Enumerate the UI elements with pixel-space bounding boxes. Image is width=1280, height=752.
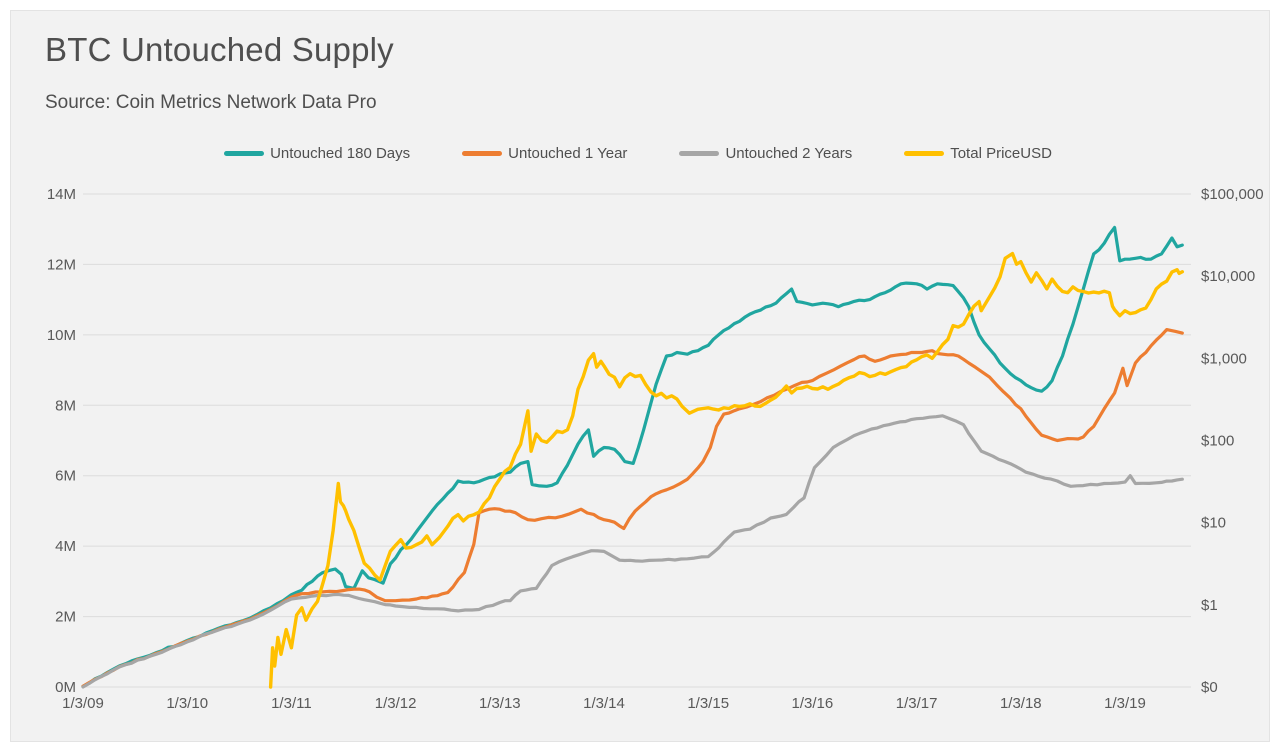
chart-panel: BTC Untouched Supply Source: Coin Metric… — [10, 10, 1270, 742]
legend-item-untouched-1-year[interactable]: Untouched 1 Year — [462, 145, 627, 162]
y-left-tick-label: 6M — [55, 468, 76, 485]
legend-label: Untouched 1 Year — [508, 144, 628, 162]
y-right-tick-label: $10 — [1201, 515, 1226, 532]
chart-legend: Untouched 180 Days Untouched 1 Year Untouc… — [73, 142, 1203, 164]
chart-plot: 0M 2M 4M 6M 8M 10M 12M 14M $0 $1 $10 $100 $1,000 $10,… — [47, 186, 1264, 712]
x-tick-label: 1/3/15 — [687, 695, 729, 712]
y-right-tick-label: $0 — [1201, 679, 1218, 696]
legend-swatch-icon — [224, 150, 265, 156]
x-tick-label: 1/3/17 — [896, 695, 938, 712]
chart-title: BTC Untouched Supply — [45, 31, 394, 68]
y-right-tick-label: $1 — [1201, 597, 1218, 614]
legend-swatch-icon — [462, 150, 503, 156]
y-left-tick-label: 14M — [47, 186, 76, 203]
x-tick-label: 1/3/12 — [375, 695, 417, 712]
y-left-tick-label: 0M — [55, 679, 76, 696]
x-tick-label: 1/3/13 — [479, 695, 521, 712]
series-line-untouched-1-year — [81, 328, 1184, 688]
y-right-tick-label: $100 — [1201, 433, 1234, 450]
x-tick-label: 1/3/09 — [62, 695, 104, 712]
x-tick-label: 1/3/18 — [1000, 695, 1042, 712]
x-tick-label: 1/3/11 — [271, 695, 312, 712]
x-tick-label: 1/3/10 — [166, 695, 208, 712]
y-left-tick-label: 12M — [47, 256, 76, 273]
legend-swatch-icon — [904, 150, 945, 156]
series-line-untouched-2-years — [81, 414, 1184, 689]
legend-swatch-icon — [679, 150, 720, 156]
y-right-tick-label: $1,000 — [1201, 350, 1247, 367]
y-left-tick-label: 10M — [47, 327, 76, 344]
series-line-untouched-180-days — [81, 225, 1184, 688]
series-line-total-priceusd — [268, 251, 1184, 689]
y-left-tick-label: 2M — [55, 609, 76, 626]
legend-item-untouched-180-days[interactable]: Untouched 180 Days — [224, 145, 410, 162]
legend-label: Untouched 180 Days — [270, 144, 411, 162]
y-right-tick-label: $10,000 — [1201, 268, 1255, 285]
y-left-tick-label: 4M — [55, 538, 76, 555]
legend-label: Total PriceUSD — [950, 144, 1052, 162]
x-tick-label: 1/3/14 — [583, 695, 625, 712]
y-right-tick-label: $100,000 — [1201, 186, 1264, 203]
y-left-tick-label: 8M — [55, 397, 76, 414]
x-tick-label: 1/3/16 — [792, 695, 834, 712]
legend-item-untouched-2-years[interactable]: Untouched 2 Years — [679, 145, 852, 162]
legend-label: Untouched 2 Years — [725, 144, 853, 162]
chart-source-subtitle: Source: Coin Metrics Network Data Pro — [45, 92, 377, 113]
legend-item-total-priceusd[interactable]: Total PriceUSD — [904, 145, 1052, 162]
x-tick-label: 1/3/19 — [1104, 695, 1146, 712]
